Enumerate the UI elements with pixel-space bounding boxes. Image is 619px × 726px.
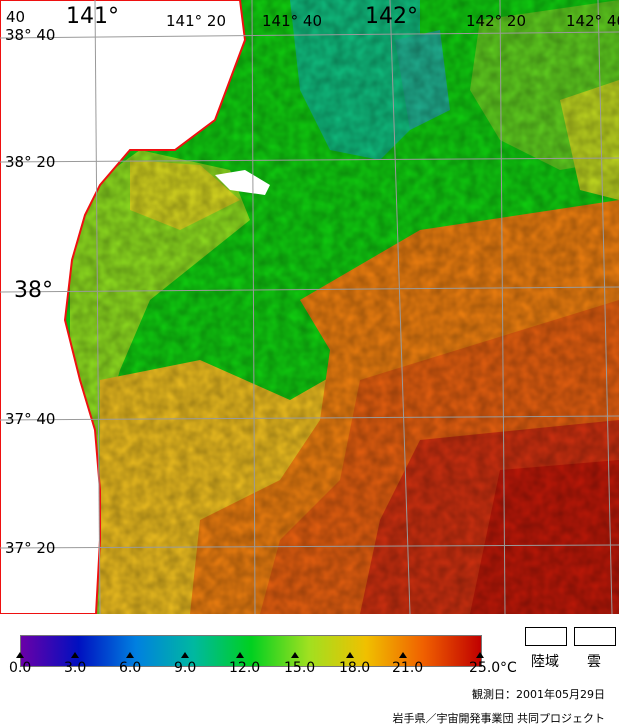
meridian-141-20 (251, 0, 256, 614)
tick-mark (126, 652, 134, 658)
cloud-key-label: 雲 (587, 654, 601, 670)
lat-label-38-40: 38° 40 (5, 26, 56, 44)
tick-mark (399, 652, 407, 658)
tick-label: 18.0 (339, 660, 371, 676)
small-island (215, 170, 270, 195)
legend: 0.0 3.0 6.0 9.0 12.0 15.0 18.0 21.0 25.0 °C 陸域 雲… (0, 614, 619, 725)
tick-mark (291, 652, 299, 658)
parallel-37-20 (0, 544, 619, 549)
sea-surface-temperature-image (0, 0, 619, 614)
land-key-box (525, 627, 567, 646)
sst-map: 40 141° 141° 20 141° 40 142° 142° 20 142… (0, 0, 619, 614)
lon-label-142-20: 142° 20 (466, 12, 526, 30)
cloud-key-box (574, 627, 616, 646)
lat-label-37-20: 37° 20 (5, 539, 56, 557)
tick-label: 21.0 (392, 660, 424, 676)
tick-mark (71, 652, 79, 658)
meridian-141-40 (389, 0, 411, 614)
temperature-colorbar (20, 635, 482, 667)
lat-label-37-40: 37° 40 (5, 410, 56, 428)
meridian-142-20 (499, 0, 506, 614)
tick-mark (181, 652, 189, 658)
meridian-141 (94, 0, 101, 614)
unit-label: °C (500, 660, 517, 676)
graticule (0, 0, 619, 614)
tick-mark (236, 652, 244, 658)
parallel-38 (0, 286, 619, 293)
lon-label-141: 141° (66, 4, 119, 29)
corner-label: 40 (6, 8, 26, 26)
tick-label: 3.0 (64, 660, 87, 676)
lon-label-141-20: 141° 20 (166, 12, 226, 30)
lon-label-142-40: 142° 40 (566, 12, 619, 30)
observation-date: 観測日：2001年05月29日 (472, 688, 605, 701)
tick-mark (16, 652, 24, 658)
parallel-38-40 (0, 31, 619, 39)
tick-mark (476, 652, 484, 658)
parallel-38-20 (0, 157, 619, 163)
meridian-142-40 (597, 0, 613, 614)
lon-label-141-40: 141° 40 (262, 12, 322, 30)
tick-mark (346, 652, 354, 658)
tick-label: 6.0 (119, 660, 142, 676)
tick-label: 15.0 (284, 660, 316, 676)
parallel-37-40 (0, 415, 619, 421)
tick-label: 25.0 (469, 660, 501, 676)
lat-label-38: 38° (14, 278, 53, 303)
tick-label: 9.0 (174, 660, 197, 676)
lat-label-38-20: 38° 20 (5, 153, 56, 171)
tick-label: 0.0 (9, 660, 32, 676)
lon-label-142: 142° (365, 4, 418, 29)
project-credit: 岩手県／宇宙開発事業団 共同プロジェクト (392, 712, 606, 725)
land-key-label: 陸域 (531, 654, 559, 670)
tick-label: 12.0 (229, 660, 261, 676)
